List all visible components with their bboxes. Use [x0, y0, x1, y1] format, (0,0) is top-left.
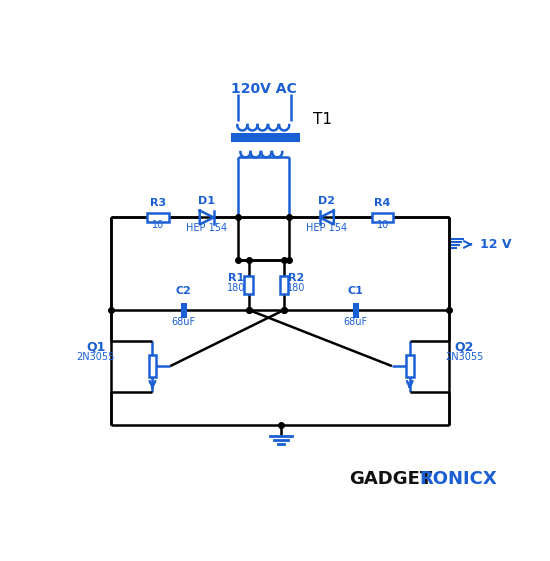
Bar: [244, 275, 253, 294]
Text: R4: R4: [375, 198, 391, 208]
Text: Q1: Q1: [86, 341, 106, 353]
Text: 180: 180: [288, 283, 306, 293]
Text: R1: R1: [228, 273, 244, 283]
Text: 68uF: 68uF: [172, 318, 195, 327]
Text: Q2: Q2: [454, 341, 474, 353]
Text: 10: 10: [377, 220, 389, 230]
Text: 180: 180: [227, 283, 245, 293]
Text: 12 V: 12 V: [480, 238, 511, 251]
Text: HEP 154: HEP 154: [186, 223, 227, 233]
Text: C1: C1: [348, 287, 364, 296]
Text: 120V AC: 120V AC: [231, 82, 297, 96]
Text: T1: T1: [313, 112, 332, 127]
Text: R2: R2: [289, 273, 305, 283]
Bar: [280, 275, 288, 294]
Text: R3: R3: [150, 198, 166, 208]
Text: GADGET: GADGET: [349, 470, 432, 488]
Text: 2N3055: 2N3055: [445, 352, 483, 362]
Text: 10: 10: [152, 220, 164, 230]
Text: D2: D2: [318, 196, 336, 206]
Text: HEP 154: HEP 154: [306, 223, 348, 233]
Bar: [372, 213, 393, 222]
Text: D1: D1: [198, 196, 215, 206]
Text: 68uF: 68uF: [343, 318, 367, 327]
Bar: [406, 355, 414, 377]
Text: 2N3055: 2N3055: [76, 352, 115, 362]
Text: RONICX: RONICX: [419, 470, 497, 488]
Bar: [147, 213, 169, 222]
Bar: [148, 355, 156, 377]
Text: C2: C2: [175, 287, 191, 296]
